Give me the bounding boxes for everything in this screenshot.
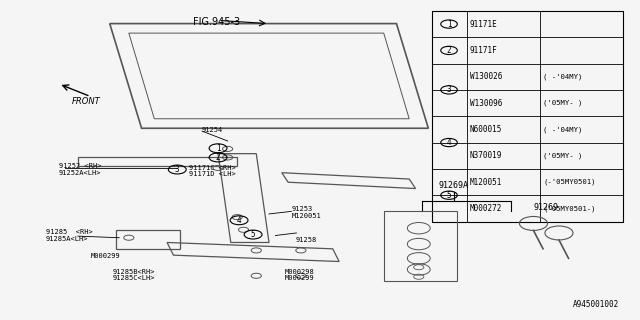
Text: 91171F: 91171F <box>470 46 497 55</box>
Text: 91285B<RH>: 91285B<RH> <box>113 269 156 275</box>
Text: M000272: M000272 <box>470 204 502 213</box>
Text: ('05MY- ): ('05MY- ) <box>543 100 582 106</box>
Text: 1: 1 <box>216 144 220 153</box>
Text: 5: 5 <box>447 191 451 200</box>
Text: M000298: M000298 <box>285 269 315 275</box>
Text: ( -'04MY): ( -'04MY) <box>543 74 582 80</box>
Text: 4: 4 <box>237 216 241 225</box>
Text: 1: 1 <box>447 20 451 28</box>
Text: W130096: W130096 <box>470 99 502 108</box>
Text: M120051: M120051 <box>470 178 502 187</box>
Text: FRONT: FRONT <box>72 97 100 106</box>
Text: 91171D <LH>: 91171D <LH> <box>189 171 236 177</box>
Text: 91285  <RH>: 91285 <RH> <box>46 229 93 235</box>
Text: 91285C<LH>: 91285C<LH> <box>113 275 156 281</box>
Text: 91285A<LH>: 91285A<LH> <box>46 236 88 242</box>
Text: M000299: M000299 <box>285 275 315 281</box>
Text: 4: 4 <box>447 138 451 147</box>
Text: 3: 3 <box>447 85 451 94</box>
Bar <box>431 11 623 221</box>
Text: (-'05MY0501): (-'05MY0501) <box>543 179 596 185</box>
Text: M000299: M000299 <box>91 253 120 260</box>
Text: 91269: 91269 <box>534 203 559 212</box>
Text: FIG.945-3: FIG.945-3 <box>193 17 240 27</box>
Text: 5: 5 <box>251 230 255 239</box>
Text: 91171E: 91171E <box>470 20 497 28</box>
Text: N370019: N370019 <box>470 151 502 160</box>
Text: 91254: 91254 <box>202 127 223 133</box>
Text: M120051: M120051 <box>291 213 321 220</box>
Text: 91171C <RH>: 91171C <RH> <box>189 164 236 171</box>
Text: 2: 2 <box>447 46 451 55</box>
Text: ('05MY- ): ('05MY- ) <box>543 152 582 159</box>
Text: N600015: N600015 <box>470 125 502 134</box>
Text: 91252 <RH>: 91252 <RH> <box>59 163 101 169</box>
Text: ('05MY0501-): ('05MY0501-) <box>543 205 596 212</box>
Text: A945001002: A945001002 <box>573 300 620 309</box>
Text: ( -'04MY): ( -'04MY) <box>543 126 582 132</box>
Text: 91258: 91258 <box>296 237 317 243</box>
Text: 3: 3 <box>175 165 180 174</box>
Text: 2: 2 <box>216 153 220 162</box>
Text: 91252A<LH>: 91252A<LH> <box>59 170 101 176</box>
Text: W130026: W130026 <box>470 72 502 81</box>
Text: 91253: 91253 <box>291 206 312 212</box>
Text: 91269A: 91269A <box>439 181 469 190</box>
